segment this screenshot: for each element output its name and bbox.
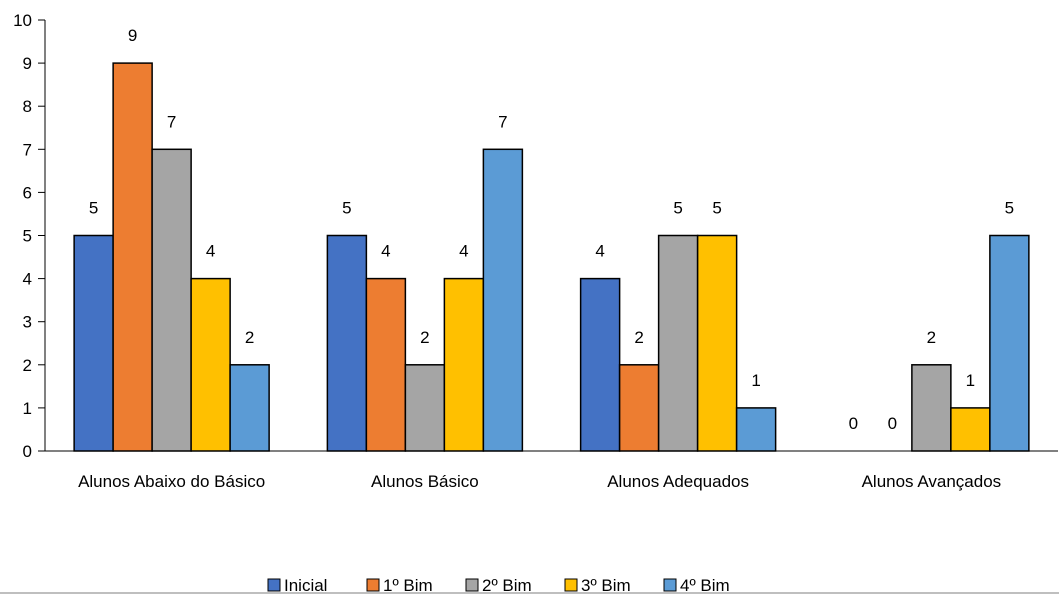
x-category-label-4: Alunos Avançados [862,472,1002,491]
bar-1-3 [579,277,621,452]
bar-2-3 [618,364,660,452]
data-label-2-1: 9 [128,26,137,45]
legend-swatch-2 [366,578,380,592]
bars-layer [73,62,1030,452]
legend-swatch-5 [663,578,677,592]
bar-4-4 [950,407,991,452]
y-tick-label-1: 1 [23,399,32,418]
data-label-4-2: 4 [459,242,468,261]
data-label-5-4: 5 [1005,199,1014,218]
legend-label-5: 4º Bim [680,576,730,594]
bar-3-2 [404,364,446,452]
data-labels-layer: 5 9 7 4 2 5 4 2 4 7 4 2 5 5 1 0 0 2 1 5 [89,26,1014,433]
bar-2-1 [112,62,153,452]
data-label-2-2: 4 [381,242,390,261]
data-label-4-3: 5 [712,199,721,218]
y-tick-label-0: 0 [23,442,32,461]
data-label-3-4: 2 [927,328,936,347]
data-label-1-3: 4 [595,242,604,261]
bar-4-1 [190,277,231,452]
legend-label-3: 2º Bim [482,576,532,594]
y-tick-label-6: 6 [23,183,32,202]
bar-5-1 [229,364,270,452]
data-label-1-1: 5 [89,199,98,218]
y-tick-label-4: 4 [23,270,32,289]
bar-3-1 [151,148,192,452]
data-label-5-3: 1 [751,371,760,390]
bar-3-4 [911,364,952,452]
y-tick-label-8: 8 [23,97,32,116]
bar-5-4 [989,234,1030,452]
y-tick-label-5: 5 [23,227,32,246]
bar-1-1 [73,234,114,452]
x-category-label-1: Alunos Abaixo do Básico [78,472,265,491]
legend: Inicial 1º Bim 2º Bim 3º Bim 4º Bim [267,576,730,594]
data-label-1-4: 0 [849,414,858,433]
bar-1-2 [326,234,368,452]
data-label-4-4: 1 [966,371,975,390]
bottom-divider [0,592,1059,594]
data-label-3-1: 7 [167,112,176,131]
x-category-label-2: Alunos Básico [371,472,479,491]
data-label-1-2: 5 [342,199,351,218]
x-category-label-3: Alunos Adequados [607,472,749,491]
bar-4-2 [443,277,485,452]
bar-3-3 [657,234,699,452]
data-label-2-4: 0 [888,414,897,433]
legend-swatch-1 [267,578,281,592]
data-label-3-2: 2 [420,328,429,347]
legend-label-1: Inicial [284,576,327,594]
y-tick-label-2: 2 [23,356,32,375]
data-label-2-3: 2 [634,328,643,347]
data-label-4-1: 4 [206,242,215,261]
y-tick-labels: 0 1 2 3 4 5 6 7 8 9 10 [13,11,45,461]
y-tick-label-3: 3 [23,313,32,332]
y-tick-label-7: 7 [23,140,32,159]
legend-label-4: 3º Bim [581,576,631,594]
data-label-3-3: 5 [673,199,682,218]
legend-label-2: 1º Bim [383,576,433,594]
bar-4-3 [696,234,738,452]
legend-swatch-3 [465,578,479,592]
data-label-5-1: 2 [245,328,254,347]
legend-swatch-4 [564,578,578,592]
bar-2-2 [365,277,407,452]
y-tick-label-9: 9 [23,54,32,73]
bar-5-2 [482,148,524,452]
y-tick-label-10: 10 [13,11,32,30]
data-label-5-2: 7 [498,112,507,131]
bar-5-3 [735,407,777,452]
x-category-labels: Alunos Abaixo do Básico Alunos Básico Alun… [78,472,1001,491]
